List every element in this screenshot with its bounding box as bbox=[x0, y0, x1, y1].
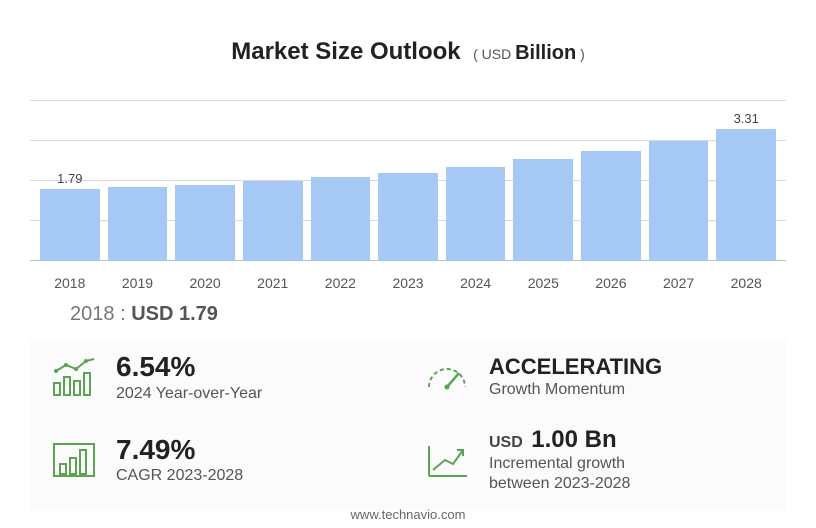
x-label: 2021 bbox=[243, 275, 303, 291]
title-usd: USD bbox=[482, 46, 512, 62]
x-axis-labels: 2018 2019 2020 2021 2022 2023 2024 2025 … bbox=[30, 275, 786, 291]
stat-value: 1.00 Bn bbox=[531, 426, 616, 453]
stat-label: between 2023-2028 bbox=[489, 475, 630, 493]
stat-text: 7.49% CAGR 2023-2028 bbox=[116, 435, 243, 486]
stat-yoy: 6.54% 2024 Year-over-Year bbox=[50, 352, 393, 403]
title: Market Size Outlook ( USD Billion ) bbox=[0, 0, 816, 76]
stat-label: Growth Momentum bbox=[489, 381, 662, 399]
x-label: 2026 bbox=[581, 275, 641, 291]
subtitle-currency: USD bbox=[131, 303, 173, 325]
title-billion: Billion bbox=[515, 42, 576, 64]
bar bbox=[40, 189, 100, 261]
bar-2021 bbox=[243, 181, 303, 261]
x-label: 2019 bbox=[108, 275, 168, 291]
x-label: 2023 bbox=[378, 275, 438, 291]
paren-open: ( bbox=[473, 46, 478, 62]
subtitle-sep: : bbox=[120, 303, 126, 325]
stat-value-line: USD 1.00 Bn bbox=[489, 427, 630, 453]
stat-prefix: USD bbox=[489, 434, 523, 451]
subtitle-value: 1.79 bbox=[179, 303, 218, 325]
gauge-icon bbox=[423, 357, 471, 397]
x-label: 2028 bbox=[716, 275, 776, 291]
bar-2019 bbox=[108, 187, 168, 261]
stat-value: 6.54% bbox=[116, 352, 262, 383]
x-label: 2018 bbox=[40, 275, 100, 291]
stat-incremental: USD 1.00 Bn Incremental growth between 2… bbox=[423, 427, 766, 493]
subtitle: 2018 : USD 1.79 bbox=[0, 291, 816, 326]
bar-2018: 1.79 bbox=[40, 189, 100, 261]
bar-value-label: 3.31 bbox=[734, 111, 759, 126]
x-label: 2020 bbox=[175, 275, 235, 291]
stat-value: ACCELERATING bbox=[489, 355, 662, 379]
bar-2024 bbox=[446, 167, 506, 261]
bar-value-label: 1.79 bbox=[57, 171, 82, 186]
bar-2022 bbox=[311, 177, 371, 261]
bar-2026 bbox=[581, 151, 641, 261]
bar-2028: 3.31 bbox=[716, 129, 776, 261]
stat-cagr: 7.49% CAGR 2023-2028 bbox=[50, 427, 393, 493]
bar-2025 bbox=[513, 159, 573, 261]
bar-2023 bbox=[378, 173, 438, 261]
bar-chart: 1.79 3.31 2018 2019 2020 2021 2022 2023 … bbox=[30, 96, 786, 291]
title-sub: ( USD Billion ) bbox=[473, 46, 585, 62]
stat-text: USD 1.00 Bn Incremental growth between 2… bbox=[489, 427, 630, 493]
title-main: Market Size Outlook bbox=[231, 38, 460, 65]
bar bbox=[649, 141, 709, 261]
stat-value: 7.49% bbox=[116, 435, 243, 466]
bar bbox=[108, 187, 168, 261]
x-label: 2022 bbox=[311, 275, 371, 291]
stat-label: CAGR 2023-2028 bbox=[116, 467, 243, 485]
stat-label: Incremental growth bbox=[489, 455, 630, 473]
stat-text: ACCELERATING Growth Momentum bbox=[489, 355, 662, 399]
x-label: 2025 bbox=[513, 275, 573, 291]
x-label: 2027 bbox=[649, 275, 709, 291]
subtitle-year: 2018 bbox=[70, 303, 115, 325]
bar-grid-icon bbox=[50, 440, 98, 480]
bar-trend-icon bbox=[50, 357, 98, 397]
stat-text: 6.54% 2024 Year-over-Year bbox=[116, 352, 262, 403]
bar-2027 bbox=[649, 141, 709, 261]
bar bbox=[311, 177, 371, 261]
arrow-up-right-icon bbox=[423, 440, 471, 480]
paren-close: ) bbox=[580, 46, 585, 62]
stat-label: 2024 Year-over-Year bbox=[116, 385, 262, 403]
stats-grid: 6.54% 2024 Year-over-Year ACCELERATING G… bbox=[30, 340, 786, 511]
bar bbox=[716, 129, 776, 261]
bar bbox=[513, 159, 573, 261]
bars-container: 1.79 3.31 bbox=[30, 101, 786, 261]
bar bbox=[243, 181, 303, 261]
bar bbox=[446, 167, 506, 261]
x-label: 2024 bbox=[446, 275, 506, 291]
bar-2020 bbox=[175, 185, 235, 261]
stat-momentum: ACCELERATING Growth Momentum bbox=[423, 352, 766, 403]
bar bbox=[378, 173, 438, 261]
bar bbox=[581, 151, 641, 261]
bar bbox=[175, 185, 235, 261]
footer-source: www.technavio.com bbox=[0, 507, 816, 522]
